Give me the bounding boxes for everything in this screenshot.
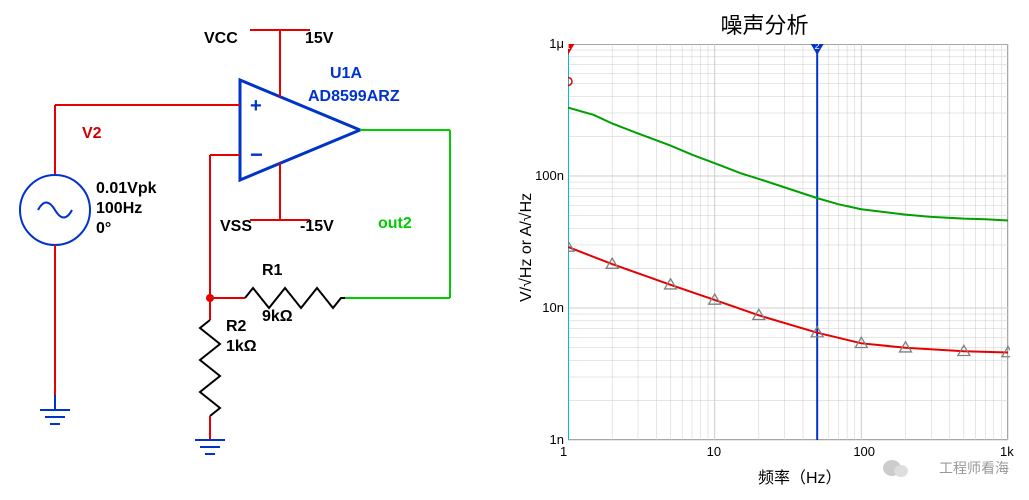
vss-label: VSS (220, 218, 252, 236)
y-axis-label: V/√Hz or A/√Hz (518, 193, 536, 302)
y-tick: 1n (550, 432, 564, 447)
chart-title: 噪声分析 (500, 8, 1029, 40)
circuit-schematic: + − (0, 0, 500, 500)
svg-text:2: 2 (815, 44, 820, 51)
r1-ref: R1 (262, 262, 282, 280)
source-freq: 100Hz (96, 200, 142, 218)
schematic-svg: + − (0, 0, 500, 500)
r2-ref: R2 (226, 318, 246, 336)
x-tick: 10 (707, 444, 721, 459)
vcc-label: VCC (204, 30, 238, 48)
y-tick: 100n (535, 168, 564, 183)
source-amp: 0.01Vpk (96, 180, 156, 198)
opamp-part: AD8599ARZ (308, 88, 400, 106)
svg-text:+: + (250, 95, 262, 117)
output-label: out2 (378, 215, 412, 233)
r2-value: 1kΩ (226, 338, 257, 356)
svg-text:−: − (250, 142, 263, 167)
x-tick: 100 (853, 444, 875, 459)
source-ref: V2 (82, 125, 102, 143)
wechat-icon (883, 458, 909, 480)
vcc-value: 15V (305, 30, 333, 48)
chart-plot-svg: 12 (568, 44, 1010, 442)
y-tick: 1μ (549, 36, 564, 51)
r1-value: 9kΩ (262, 308, 293, 326)
vss-value: -15V (300, 218, 334, 236)
x-tick: 1k (1000, 444, 1014, 459)
y-tick: 10n (542, 300, 564, 315)
svg-text:1: 1 (568, 44, 571, 51)
opamp-ref: U1A (330, 65, 362, 83)
noise-chart-panel: 噪声分析 12 V/√Hz or A/√Hz 频率（Hz） 工程师看海 1 10 1… (500, 0, 1029, 500)
x-axis-label: 频率（Hz） (758, 464, 842, 488)
source-phase: 0° (96, 220, 111, 238)
watermark-text: 工程师看海 (939, 458, 1009, 478)
